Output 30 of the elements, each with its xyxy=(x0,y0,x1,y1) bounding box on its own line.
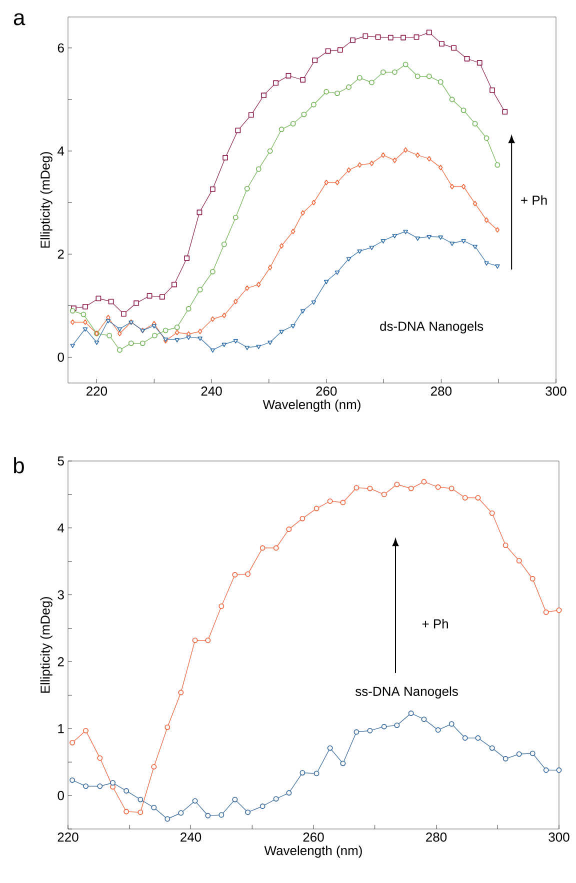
x-axis-title: Wavelength (nm) xyxy=(264,846,362,858)
x-tick-label: 280 xyxy=(426,832,447,842)
y-tick-label: 2 xyxy=(58,657,64,666)
x-tick-label: 220 xyxy=(86,386,108,396)
y-tick-label: 4 xyxy=(58,523,64,532)
x-tick-label: 280 xyxy=(430,386,452,396)
y-tick-label: 2 xyxy=(58,250,64,259)
chart-title: a xyxy=(14,13,26,26)
x-tick-label: 260 xyxy=(316,386,337,396)
x-tick-label: 220 xyxy=(58,832,78,842)
annotation: + Ph xyxy=(422,618,448,628)
y-tick-label: 0 xyxy=(58,352,64,362)
y-tick-label: 4 xyxy=(58,146,64,156)
y-axis-title: Ellipticity (mDeg) xyxy=(40,597,52,693)
annotation: ss-DNA Nanogels xyxy=(355,686,458,699)
y-tick-label: 3 xyxy=(58,590,64,600)
x-tick-label: 300 xyxy=(548,832,570,842)
x-tick-label: 300 xyxy=(546,386,566,396)
y-axis-title: Ellipticity (mDeg) xyxy=(40,152,52,248)
x-tick-label: 260 xyxy=(303,832,324,842)
y-tick-label: 6 xyxy=(58,43,64,53)
y-tick-label: 5 xyxy=(58,456,64,466)
annotation: + Ph xyxy=(521,195,547,205)
x-tick-label: 240 xyxy=(180,832,202,842)
y-tick-label: 0 xyxy=(58,790,64,800)
y-tick-label: 1 xyxy=(58,724,64,734)
annotation: ds-DNA Nanogels xyxy=(380,321,484,334)
x-axis-title: Wavelength (nm) xyxy=(262,400,360,412)
chart-title: b xyxy=(14,457,24,474)
x-tick-label: 240 xyxy=(201,386,222,396)
